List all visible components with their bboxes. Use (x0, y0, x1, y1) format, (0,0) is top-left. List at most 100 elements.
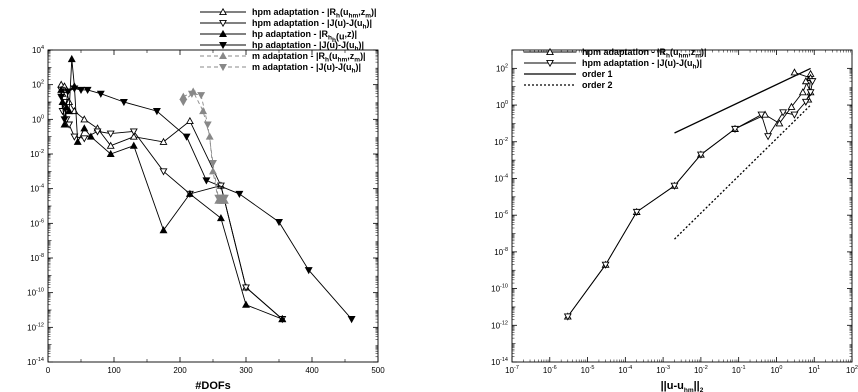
data-point (347, 316, 356, 324)
data-point (63, 88, 72, 96)
data-point (304, 267, 313, 275)
data-point (696, 151, 705, 159)
data-point (60, 120, 69, 128)
series-3 (674, 67, 811, 134)
data-point (202, 177, 211, 185)
data-point (203, 121, 212, 129)
data-point (787, 102, 796, 110)
data-point (73, 137, 82, 145)
y-tick-label: 10-2 (30, 149, 44, 159)
y-tick-label: 10-8 (494, 247, 508, 257)
plot-frame (511, 49, 853, 363)
data-point (601, 261, 610, 269)
x-tick-label: 10-6 (543, 365, 557, 375)
data-point (731, 125, 739, 134)
data-point (70, 133, 79, 141)
legend-entry: hpm adaptation - |J(u)-J(uh)| (582, 58, 702, 71)
y-tick-label: 10-12 (27, 322, 44, 332)
series-line (567, 81, 813, 317)
series-4 (57, 85, 356, 324)
x-tick-label: 400 (305, 366, 319, 375)
data-point (159, 226, 168, 234)
data-point (209, 167, 217, 175)
data-point (199, 106, 208, 115)
legend-marker (546, 59, 554, 68)
y-tick-label: 10-6 (30, 218, 44, 228)
legend-entry: hp adaptation - |Rhh(u,z)| (252, 29, 357, 44)
y-tick-label: 10-10 (27, 288, 44, 298)
data-point (70, 85, 79, 93)
legend-marker (219, 51, 227, 60)
series-line (60, 84, 283, 320)
x-tick-label: 100 (770, 365, 782, 375)
legend-entry: m adaptation - |Rh(uhm,zm)| (252, 51, 366, 64)
x-tick-label: 10-4 (618, 365, 632, 375)
y-tick-label: 10-10 (491, 284, 508, 294)
data-point (779, 109, 788, 117)
series-1 (563, 68, 815, 320)
series-line (60, 59, 283, 320)
data-point (106, 130, 115, 138)
data-point (197, 92, 206, 100)
y-tick-label: 10-8 (30, 253, 44, 263)
x-tick-label: 300 (239, 366, 253, 375)
data-point (790, 111, 799, 119)
y-tick-label: 10-4 (30, 184, 44, 194)
series-line (182, 93, 225, 199)
x-tick-label: 10-1 (732, 365, 746, 375)
y-tick-label: 102 (32, 80, 44, 90)
y-tick-label: 100 (496, 100, 508, 110)
series-1 (57, 80, 287, 323)
data-point (790, 68, 799, 76)
data-point (757, 111, 766, 119)
data-point (129, 141, 138, 149)
data-point (235, 190, 244, 199)
legend-entry: hpm adaptation - |J(u)-J(uh)| (252, 18, 372, 31)
data-point (185, 116, 194, 125)
x-tick-label: 101 (808, 365, 820, 375)
series-line (674, 67, 811, 134)
x-tick-label: 10-2 (694, 365, 708, 375)
data-point (60, 116, 69, 124)
legend-entry: hpm adaptation - |Rh(uhm,zm)| (252, 7, 377, 20)
data-point (67, 54, 76, 63)
data-point (62, 103, 71, 111)
series-6 (179, 90, 229, 202)
data-point (563, 313, 572, 321)
y-tick-label: 10-14 (491, 357, 508, 367)
chart-1: 10-14 10-12 10-10 10-8 10-6 10-4 10-2 100 102 104… (27, 7, 385, 392)
y-tick-label: 10-2 (494, 137, 508, 147)
data-point (106, 149, 115, 158)
legend-entry: order 2 (582, 80, 613, 90)
data-point (129, 132, 138, 140)
data-point (86, 132, 95, 140)
data-point (220, 194, 229, 202)
legend-marker (219, 7, 227, 16)
y-tick-label: 10-14 (27, 357, 44, 367)
data-point (187, 90, 196, 98)
legend-marker (546, 47, 554, 56)
data-point (65, 121, 74, 129)
data-point (93, 128, 102, 136)
y-tick-label: 102 (496, 63, 508, 73)
series-line (567, 71, 812, 317)
y-tick-label: 100 (32, 114, 44, 124)
data-point (209, 160, 217, 168)
x-tick-label: 200 (173, 366, 187, 375)
data-point (764, 133, 773, 141)
data-point (806, 89, 815, 97)
legend-entry: m adaptation - |J(u)-J(uh)| (252, 62, 361, 75)
y-tick-label: 10-4 (494, 173, 508, 183)
data-point (77, 86, 85, 95)
data-point (185, 189, 194, 197)
x-tick-label: 10-7 (505, 365, 519, 375)
data-point (179, 92, 188, 100)
data-point (775, 119, 784, 127)
data-point (808, 78, 817, 86)
data-point (119, 98, 128, 107)
data-point (80, 135, 89, 143)
x-axis-label: #DOFs (195, 380, 230, 392)
data-point (242, 300, 250, 308)
x-tick-label: 0 (46, 366, 51, 375)
series-2 (57, 86, 287, 324)
